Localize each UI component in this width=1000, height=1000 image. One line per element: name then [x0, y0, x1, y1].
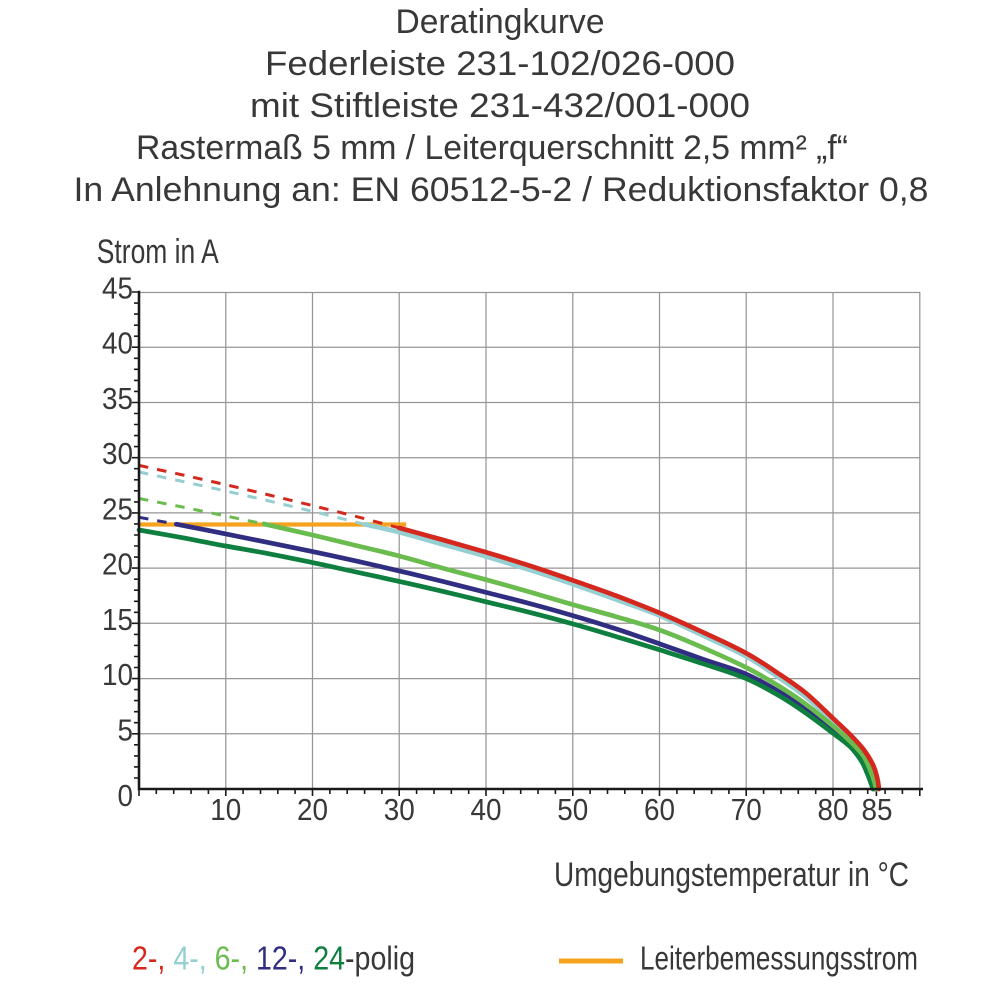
svg-text:0: 0: [118, 778, 134, 813]
svg-text:35: 35: [102, 381, 133, 416]
svg-text:50: 50: [557, 792, 588, 827]
svg-text:40: 40: [471, 792, 502, 827]
svg-text:20: 20: [297, 792, 328, 827]
svg-text:60: 60: [644, 792, 675, 827]
svg-text:70: 70: [731, 792, 762, 827]
svg-text:Umgebungstemperatur in °C: Umgebungstemperatur in °C: [554, 856, 909, 894]
svg-text:25: 25: [102, 491, 133, 526]
svg-text:20: 20: [102, 547, 133, 582]
svg-text:15: 15: [102, 602, 133, 637]
svg-text:40: 40: [102, 326, 133, 361]
svg-text:85: 85: [862, 792, 893, 827]
svg-text:mit Stiftleiste 231-432/001-00: mit Stiftleiste 231-432/001-000: [250, 87, 750, 125]
svg-text:80: 80: [818, 792, 849, 827]
svg-text:30: 30: [102, 436, 133, 471]
svg-text:10: 10: [210, 792, 241, 827]
svg-text:2-, 4-, 6-, 12-, 24-polig: 2-, 4-, 6-, 12-, 24-polig: [132, 940, 415, 977]
svg-text:Federleiste 231-102/026-000: Federleiste 231-102/026-000: [265, 45, 735, 83]
svg-text:Deratingkurve: Deratingkurve: [396, 3, 605, 41]
svg-text:In Anlehnung an: EN 60512-5-2: In Anlehnung an: EN 60512-5-2 / Reduktio…: [74, 171, 929, 209]
svg-text:Leiterbemessungsstrom: Leiterbemessungsstrom: [640, 940, 918, 977]
svg-text:Strom in A: Strom in A: [97, 233, 219, 271]
svg-text:45: 45: [102, 271, 133, 306]
svg-text:Rastermaß 5 mm / Leiterquersch: Rastermaß 5 mm / Leiterquerschnitt 2,5 m…: [136, 129, 848, 167]
svg-text:10: 10: [102, 657, 133, 692]
svg-text:5: 5: [118, 712, 134, 747]
svg-text:30: 30: [384, 792, 415, 827]
